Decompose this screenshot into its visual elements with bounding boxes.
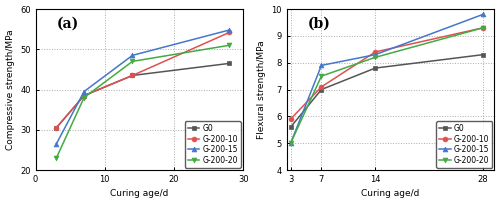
Line: G-200-10: G-200-10 (54, 30, 232, 130)
G-200-20 (81, 96, 87, 99)
G-200-20 (372, 56, 378, 59)
G-200-20 (288, 142, 294, 144)
G-200-15 (480, 13, 486, 16)
G-200-10 (226, 31, 232, 34)
Line: G-200-20: G-200-20 (288, 26, 486, 146)
Legend: G0, G-200-10, G-200-15, G-200-20: G0, G-200-10, G-200-15, G-200-20 (185, 121, 241, 168)
G-200-20 (130, 60, 136, 63)
G-200-20 (54, 157, 60, 159)
G-200-10 (372, 51, 378, 53)
Text: (b): (b) (308, 17, 330, 31)
G0 (81, 94, 87, 97)
G-200-15 (372, 53, 378, 56)
G-200-20 (318, 75, 324, 77)
G-200-15 (288, 142, 294, 144)
G-200-15 (54, 143, 60, 145)
G0 (130, 74, 136, 77)
Text: (a): (a) (56, 17, 78, 31)
G-200-10 (81, 94, 87, 97)
G0 (288, 126, 294, 128)
G-200-10 (318, 86, 324, 88)
G-200-15 (226, 29, 232, 31)
Y-axis label: Flexural strength/MPa: Flexural strength/MPa (257, 40, 266, 139)
Y-axis label: Compressive strength/MPa: Compressive strength/MPa (6, 29, 15, 150)
G0 (318, 88, 324, 91)
X-axis label: Curing age/d: Curing age/d (110, 190, 168, 198)
Line: G0: G0 (288, 52, 486, 130)
G-200-20 (226, 44, 232, 47)
G0 (480, 53, 486, 56)
G0 (372, 67, 378, 69)
Line: G-200-20: G-200-20 (54, 43, 232, 160)
Line: G-200-15: G-200-15 (288, 12, 486, 146)
G0 (54, 126, 60, 129)
G-200-15 (130, 54, 136, 57)
X-axis label: Curing age/d: Curing age/d (362, 190, 420, 198)
Legend: G0, G-200-10, G-200-15, G-200-20: G0, G-200-10, G-200-15, G-200-20 (436, 121, 492, 168)
G-200-10 (130, 74, 136, 77)
Line: G-200-15: G-200-15 (54, 28, 232, 146)
G-200-15 (81, 90, 87, 93)
Line: G0: G0 (54, 61, 232, 130)
G-200-15 (318, 64, 324, 67)
G0 (226, 62, 232, 65)
Line: G-200-10: G-200-10 (288, 26, 486, 122)
G-200-20 (480, 27, 486, 29)
G-200-10 (54, 126, 60, 129)
G-200-10 (288, 118, 294, 120)
G-200-10 (480, 27, 486, 29)
